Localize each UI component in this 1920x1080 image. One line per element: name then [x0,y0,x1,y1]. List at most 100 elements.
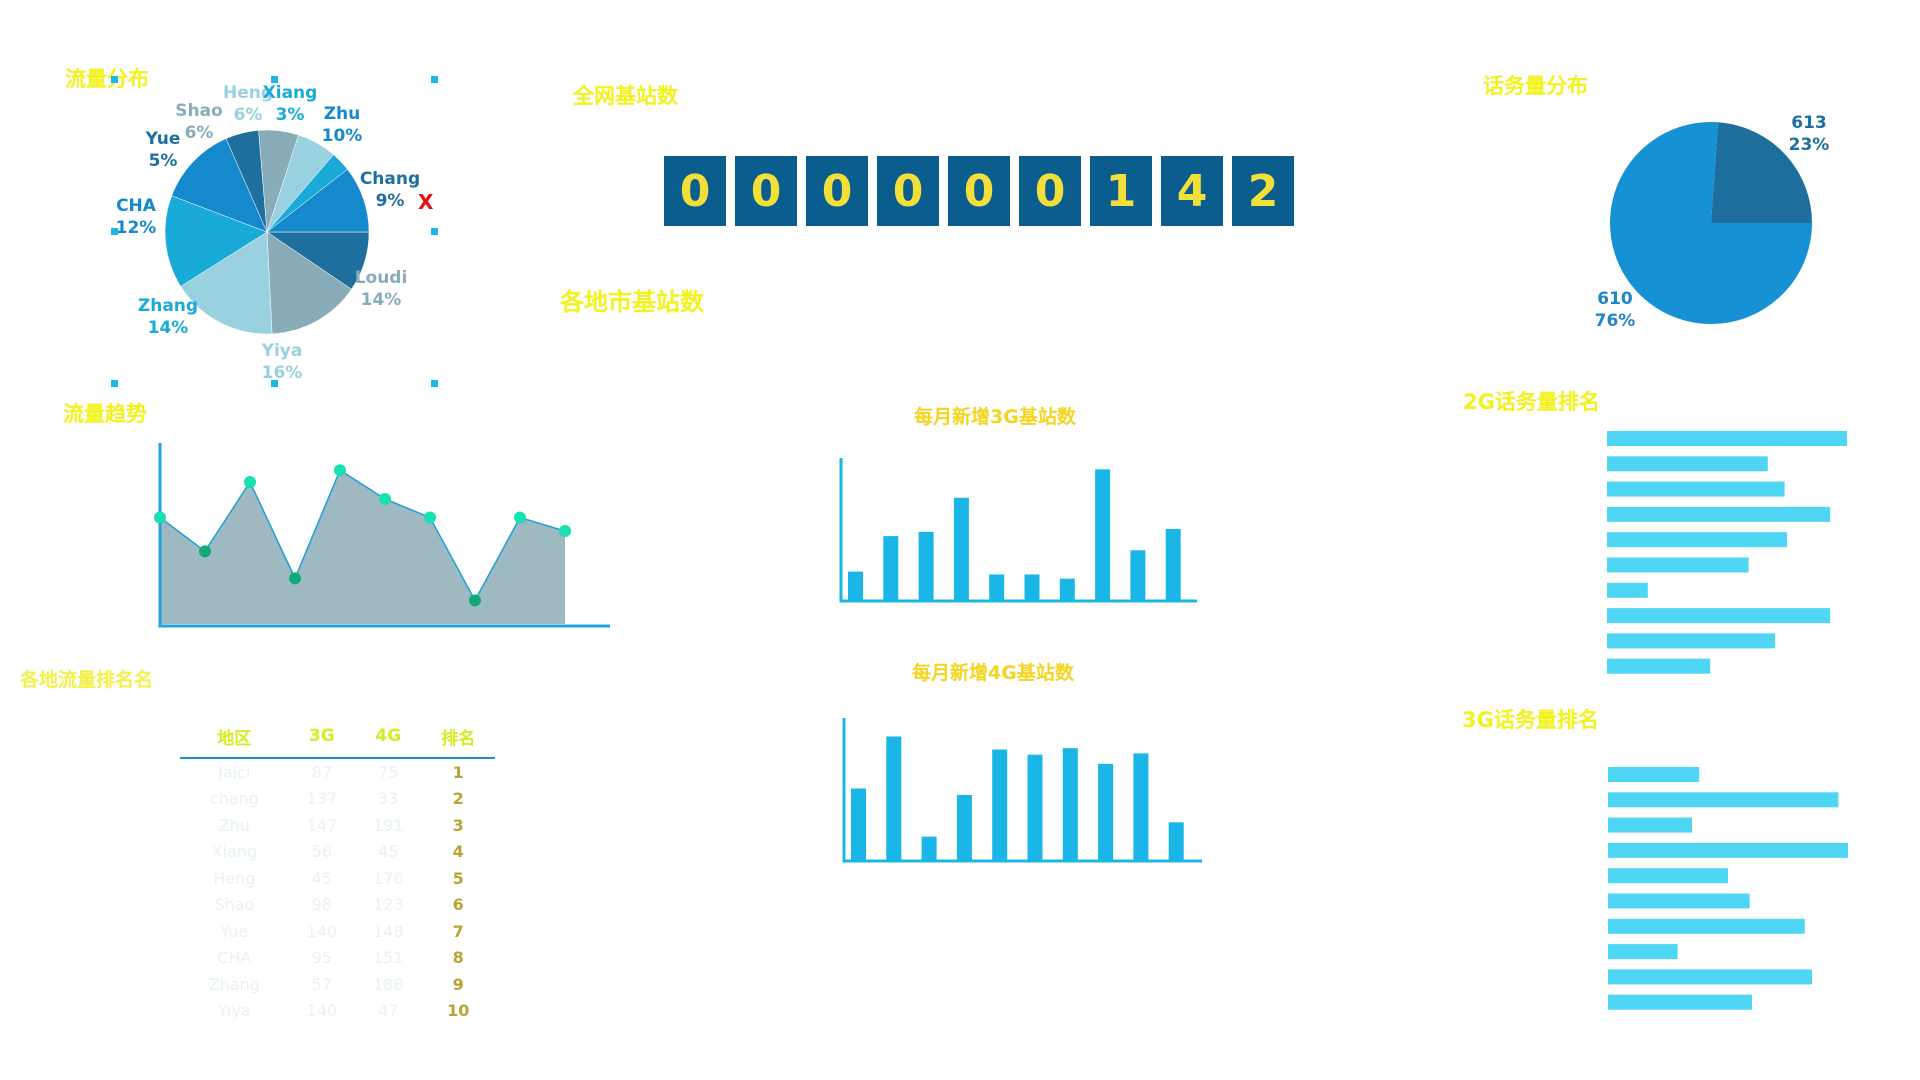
bar [1607,481,1785,497]
monthly-3g-title: 每月新增3G基站数 [914,406,1076,428]
bar [1607,582,1648,598]
slice-label: Yue [145,129,181,149]
data-point [514,511,526,524]
rank-cell: 4 [452,842,464,862]
bar [851,788,866,860]
resize-handle-tm[interactable] [271,76,278,83]
table-cell: 188 [372,974,404,994]
chart-axis [158,443,610,628]
resize-handle-ml[interactable] [111,228,118,235]
data-point [199,545,211,558]
table-cell: Shao [214,895,255,915]
table-cell: CHA [217,948,252,968]
pie-slice [1711,122,1812,223]
table-cell: 33 [378,789,399,809]
table-cell: 191 [372,815,404,835]
pie-slice [180,231,273,335]
slice-label: Shao [175,101,223,121]
resize-handle-mr[interactable] [431,228,438,235]
data-point [244,476,256,489]
slice-percent-label: 9% [376,191,405,211]
rank-2g-title: 2G话务量排名 [1463,390,1600,414]
slice-percent-label: 76% [1595,311,1636,331]
area-fill [160,470,565,624]
table-row: Heng 45 176 5 [180,865,495,892]
bar [1168,822,1184,860]
bar [1608,868,1728,884]
table-cell: Zhang [208,974,260,994]
slice-label: Chang [360,169,420,189]
bar [1608,767,1700,782]
table-cell: Heng [213,868,256,888]
bar [1608,918,1805,934]
bar [886,736,902,860]
bar [1607,608,1831,624]
traffic-ranking-title: 各地流量排名名 [20,669,154,691]
table-cell: 148 [372,921,404,941]
bar [1133,753,1149,860]
table-cell: Jaici [218,762,251,782]
rank-cell: 1 [452,762,464,782]
table-row: Yiya 140 47 10 [180,998,495,1025]
counter-digit: 0 [735,156,797,226]
bar [883,536,899,600]
data-point [334,464,346,477]
close-icon[interactable]: X [418,190,434,214]
slice-label: Heng [223,83,273,103]
bar [1608,994,1752,1010]
slice-percent-label: 16% [262,363,303,383]
table-cell: 57 [311,974,332,994]
table-row: Jaici 87 75 1 [180,758,495,786]
call-distribution-title: 话务量分布 [1483,74,1588,98]
resize-handle-br[interactable] [431,380,438,387]
slice-percent-label: 14% [148,318,189,338]
pie-slice [1610,122,1812,324]
bar [1024,574,1040,600]
rank-cell: 2 [452,789,464,809]
bar [1607,506,1831,522]
bar [1165,529,1181,600]
table-cell: 45 [378,842,399,862]
slice-label: 613 [1791,113,1827,133]
table-cell: 98 [311,895,332,915]
table-cell: Zhu [218,815,250,835]
slice-label: CHA [116,196,157,216]
table-cell: 147 [306,815,338,835]
slice-percent-label: 10% [322,126,363,146]
slice-label: Xiang [263,83,318,103]
table-cell: 75 [378,762,399,782]
rank-cell: 10 [447,1001,470,1021]
table-cell: 151 [372,948,404,968]
resize-handle-bm[interactable] [271,380,278,387]
table-row: Shao 98 123 6 [180,892,495,919]
rank-3g-title: 3G话务量排名 [1462,708,1599,732]
bar [953,497,969,600]
pie-slice [164,195,268,287]
slice-label: 610 [1597,289,1633,309]
counter-digit: 0 [1019,156,1081,226]
bar [918,531,934,600]
city-stations-title: 各地市基站数 [560,288,704,316]
resize-handle-tl[interactable] [111,76,118,83]
counter-digit: 4 [1161,156,1223,226]
data-point [559,525,571,538]
bar [848,571,863,600]
counter-digit: 0 [877,156,939,226]
resize-handle-bl[interactable] [111,380,118,387]
resize-handle-tr[interactable] [431,76,438,83]
network-stations-title: 全网基站数 [573,84,678,108]
pie-slice [171,138,268,233]
counter-digit: 2 [1232,156,1294,226]
table-cell: 137 [306,789,338,809]
bar [1027,754,1043,860]
pie-slice [266,231,352,335]
column-header: 3G [288,715,356,759]
table-cell: Yiya [217,1001,251,1021]
rank-cell: 9 [452,974,464,994]
table-cell: 87 [311,762,332,782]
table-cell: 140 [306,1001,338,1021]
bar [921,836,937,860]
